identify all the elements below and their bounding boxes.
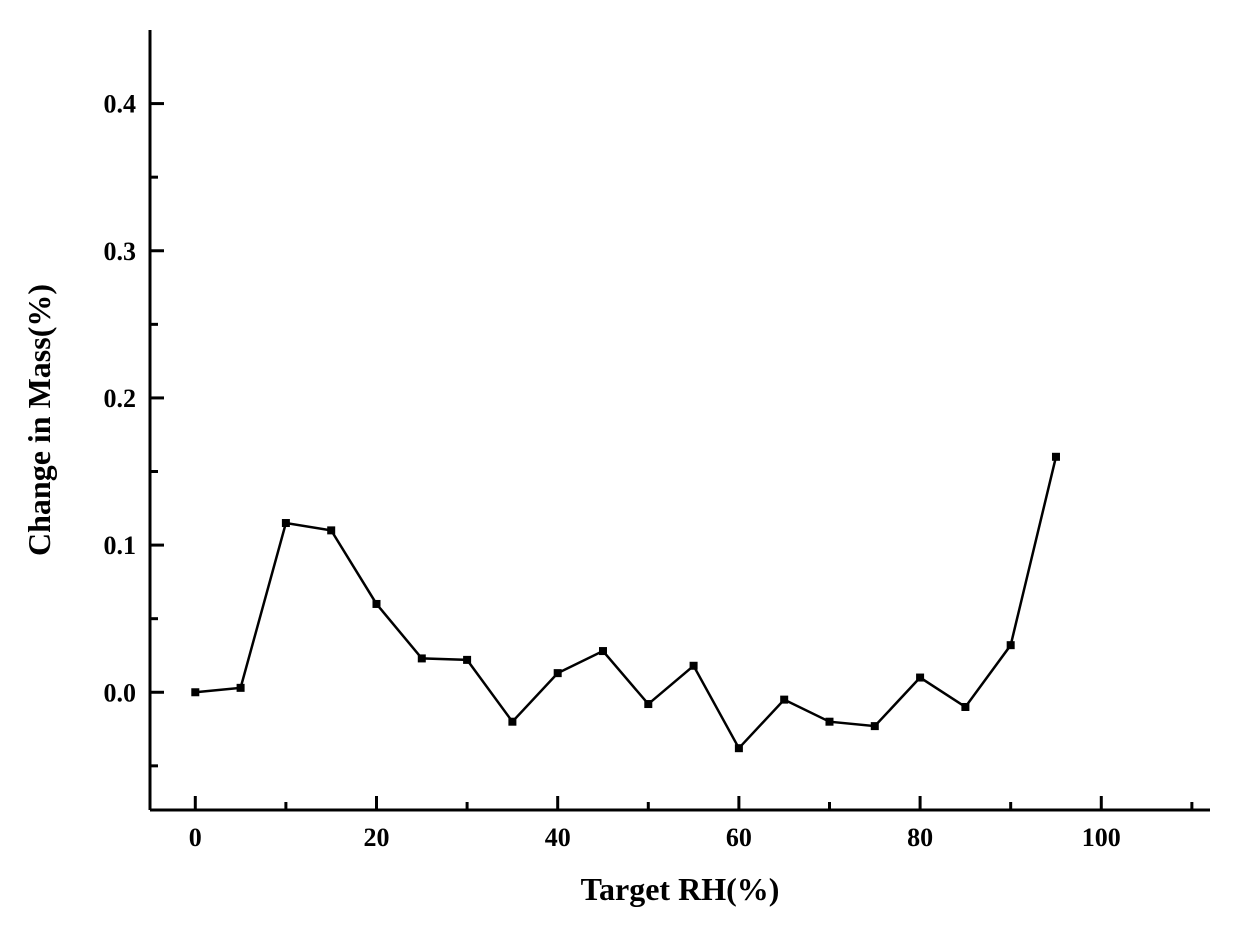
data-marker (191, 688, 199, 696)
data-marker (780, 696, 788, 704)
data-marker (599, 647, 607, 655)
data-marker (327, 526, 335, 534)
x-tick-label: 20 (363, 823, 389, 852)
x-tick-label: 0 (189, 823, 202, 852)
y-tick-label: 0.1 (104, 531, 137, 560)
x-axis-label: Target RH(%) (581, 871, 780, 907)
data-marker (372, 600, 380, 608)
data-marker (825, 718, 833, 726)
data-marker (418, 654, 426, 662)
data-marker (282, 519, 290, 527)
data-marker (463, 656, 471, 664)
y-tick-label: 0.4 (104, 90, 137, 119)
x-tick-label: 100 (1082, 823, 1121, 852)
data-marker (735, 744, 743, 752)
chart-svg: 0 20 40 60 80 100 0.0 0.1 0.2 0.3 0.4 Target RH(%) C… (0, 0, 1240, 934)
y-tick-label: 0.3 (104, 237, 137, 266)
data-marker (1007, 641, 1015, 649)
data-marker (690, 662, 698, 670)
x-tick-label: 80 (907, 823, 933, 852)
x-tick-label: 40 (545, 823, 571, 852)
y-tick-label: 0.2 (104, 384, 137, 413)
data-marker (961, 703, 969, 711)
y-axis-label: Change in Mass(%) (21, 284, 57, 556)
data-marker (916, 674, 924, 682)
x-tick-label: 60 (726, 823, 752, 852)
data-marker (1052, 453, 1060, 461)
chart-container: 0 20 40 60 80 100 0.0 0.1 0.2 0.3 0.4 Target RH(%) C… (0, 0, 1240, 934)
data-marker (508, 718, 516, 726)
data-marker (554, 669, 562, 677)
data-marker (644, 700, 652, 708)
y-tick-label: 0.0 (104, 678, 137, 707)
data-marker (237, 684, 245, 692)
data-marker (871, 722, 879, 730)
